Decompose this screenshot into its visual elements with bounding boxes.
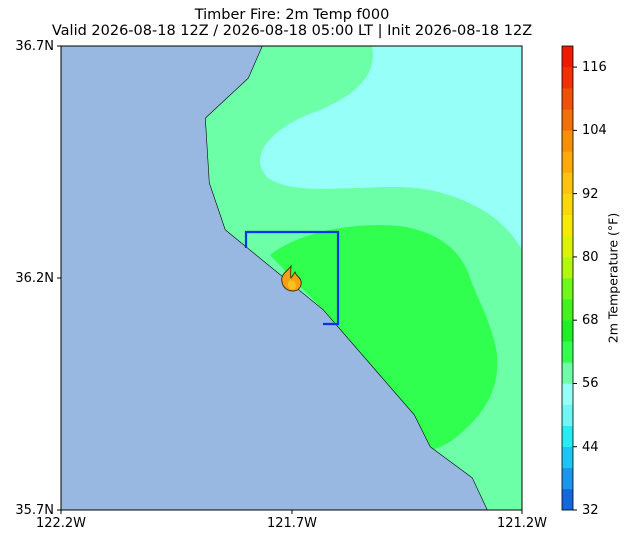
colorbar-level-19: [562, 88, 573, 110]
colorbar-ticks: [573, 66, 577, 511]
colorbar-level-1: [562, 467, 573, 490]
colorbar-level-10: [562, 278, 573, 300]
colorbar-level-13: [562, 214, 573, 237]
map-title: Timber Fire: 2m Temp f000: [194, 7, 390, 23]
colorbar-level-16: [562, 151, 573, 173]
colorbar-level-15: [562, 172, 573, 194]
colorbar-level-14: [562, 193, 573, 216]
colorbar-level-5: [562, 383, 573, 405]
colorbar-level-3: [562, 425, 573, 448]
flame-icon: [281, 264, 302, 292]
colorbar-level-11: [562, 256, 573, 279]
colorbar-tick-label: 116: [582, 60, 607, 76]
colorbar-tick-label: 32: [582, 503, 599, 518]
colorbar-level-17: [562, 130, 573, 152]
colorbar-tick-label: 92: [582, 186, 599, 202]
colorbar-level-0: [562, 488, 573, 511]
colorbar-level-12: [562, 235, 573, 258]
map-subtitle: Valid 2026-08-18 12Z / 2026-08-18 05:00 …: [51, 23, 533, 39]
colorbar-frame: [561, 45, 574, 511]
colorbar-tick-label: 80: [582, 249, 599, 265]
lon-label-122-2: 122.2W: [35, 516, 87, 531]
colorbar-level-9: [562, 299, 573, 321]
colorbar-tick-label: 104: [582, 123, 607, 139]
lat-label-36-7: 36.7N: [15, 39, 54, 54]
colorbar: [562, 46, 573, 511]
map-area: [61, 46, 522, 510]
colorbar-level-2: [562, 446, 573, 469]
land-warm-region: [270, 225, 498, 450]
colorbar-tick-label: 44: [582, 439, 599, 455]
lon-label-121-2: 121.2W: [496, 516, 548, 531]
lat-label-35-7: 35.7N: [15, 503, 54, 518]
axis-ticks: [57, 45, 523, 514]
colorbar-tick-label: 68: [582, 313, 599, 329]
colorbar-tick-label: 56: [582, 376, 599, 392]
colorbar-level-21: [562, 46, 573, 68]
colorbar-level-6: [562, 362, 573, 384]
colorbar-level-18: [562, 109, 573, 131]
colorbar-level-4: [562, 404, 573, 426]
colorbar-level-7: [562, 341, 573, 363]
colorbar-level-8: [562, 320, 573, 342]
colorbar-label: 2m Temperature (°F): [605, 212, 621, 344]
fire-area-outline: [244, 230, 340, 326]
lon-label-121-7: 121.7W: [266, 516, 318, 531]
colorbar-level-20: [562, 67, 573, 89]
ocean-region: [61, 46, 487, 510]
lat-label-36-2: 36.2N: [15, 271, 54, 286]
